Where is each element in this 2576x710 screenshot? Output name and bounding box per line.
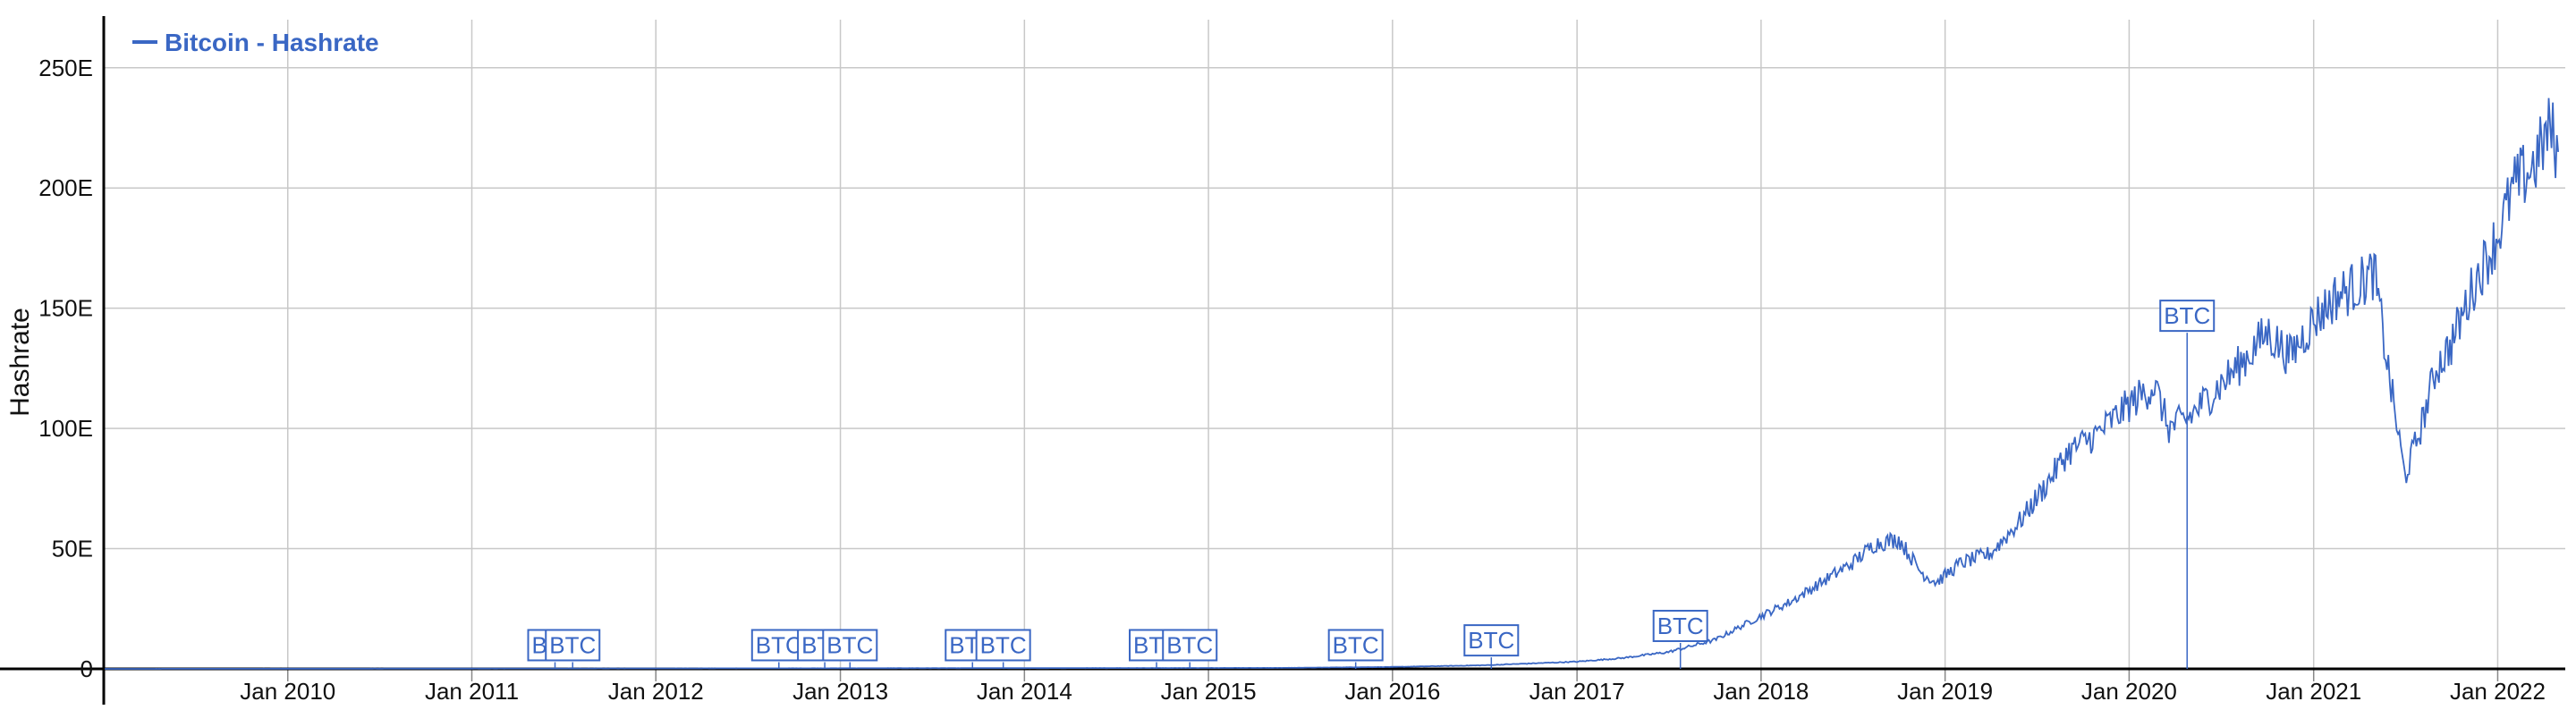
marker-label: BTC <box>1468 627 1514 654</box>
btc-marker[interactable]: BTC <box>975 629 1031 669</box>
annotation-markers: BTCBTCBTCBTCBTCBTCBTCBTCBTCBTCBTCBTCBTC <box>527 300 2216 669</box>
btc-marker[interactable]: BTC <box>750 629 807 669</box>
marker-label: BTC <box>1333 631 1379 658</box>
btc-marker[interactable]: BTC <box>1463 624 1520 669</box>
x-tick-label: Jan 2012 <box>608 678 704 705</box>
x-tick-label: Jan 2019 <box>1897 678 1993 705</box>
marker-box <box>1463 624 1520 657</box>
marker-box <box>545 629 601 662</box>
grid-lines <box>104 20 2565 670</box>
legend[interactable]: Bitcoin - Hashrate <box>132 29 379 56</box>
btc-marker[interactable]: BTC <box>822 629 878 669</box>
marker-label: BTC <box>1166 631 1213 658</box>
x-tick-label: Jan 2017 <box>1530 678 1625 705</box>
y-tick-label: 100E <box>38 415 93 442</box>
x-tick-label: Jan 2020 <box>2081 678 2177 705</box>
axes <box>0 16 2565 705</box>
marker-box <box>1327 629 1384 662</box>
y-tick-label: 200E <box>38 174 93 201</box>
marker-box <box>822 629 878 662</box>
x-tick-labels: Jan 2010 Jan 2011 Jan 2012 Jan 2013 Jan 2014… <box>240 678 2546 705</box>
btc-marker[interactable]: BTC <box>1162 629 1218 669</box>
btc-marker[interactable]: BTC <box>1652 609 1708 669</box>
y-axis-label: Hashrate <box>5 308 35 417</box>
marker-label: BTC <box>549 631 596 658</box>
marker-box <box>1162 629 1218 662</box>
y-tick-label: 150E <box>38 295 93 322</box>
y-tick-label: 0 <box>80 655 93 682</box>
x-tick-label: Jan 2018 <box>1713 678 1809 705</box>
x-tick-label: Jan 2016 <box>1344 678 1440 705</box>
marker-box <box>975 629 1031 662</box>
x-tick-label: Jan 2021 <box>2266 678 2361 705</box>
y-tick-label: 50E <box>52 536 93 562</box>
y-tick-labels: 0 50E 100E 150E 200E 250E <box>38 55 93 682</box>
series-line <box>105 97 2559 670</box>
x-tick-label: Jan 2014 <box>977 678 1072 705</box>
marker-label: BTC <box>2164 302 2210 329</box>
x-tick-label: Jan 2013 <box>792 678 888 705</box>
x-tick-label: Jan 2011 <box>425 678 519 705</box>
marker-label: BTC <box>1657 613 1704 639</box>
btc-marker[interactable]: BTC <box>1327 629 1384 669</box>
marker-label: BTC <box>826 631 873 658</box>
x-tick-label: Jan 2015 <box>1161 678 1257 705</box>
btc-marker[interactable]: BTC <box>2159 300 2216 669</box>
x-tick-label: Jan 2010 <box>240 678 335 705</box>
btc-marker[interactable]: BTC <box>545 629 601 669</box>
y-tick-label: 250E <box>38 55 93 81</box>
x-tick-label: Jan 2022 <box>2450 678 2546 705</box>
marker-label: BTC <box>756 631 802 658</box>
legend-label: Bitcoin - Hashrate <box>165 29 379 56</box>
marker-box <box>1652 609 1708 642</box>
series-layer <box>105 97 2559 670</box>
marker-box <box>2159 300 2216 333</box>
marker-label: BTC <box>980 631 1027 658</box>
